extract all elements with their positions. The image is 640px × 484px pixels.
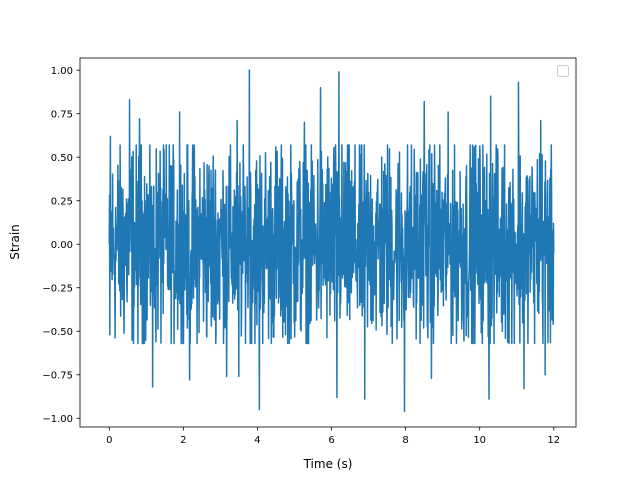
y-tick-label: −0.75 [42, 370, 73, 381]
y-tick-label: 0.75 [51, 109, 73, 120]
y-axis-label: Strain [8, 224, 22, 260]
y-tick-label: −0.25 [42, 283, 73, 294]
plot-layer [108, 69, 555, 413]
x-tick-label: 2 [180, 435, 186, 446]
x-tick-label: 4 [254, 435, 260, 446]
x-tick-label: 10 [473, 435, 486, 446]
y-tick-label: 0.00 [51, 240, 73, 251]
x-tick-label: 12 [547, 435, 560, 446]
x-tick-label: 0 [106, 435, 112, 446]
y-tick-label: 0.25 [51, 196, 73, 207]
y-tick-label: 0.50 [51, 153, 73, 164]
x-tick-label: 8 [402, 435, 408, 446]
x-tick-label: 6 [328, 435, 334, 446]
x-axis-label: Time (s) [303, 457, 353, 471]
axes-layer: 0 2 4 6 8 10 12 −1.00 −0.75 −0.50 −0.25 0.00 0.25 0.5… [42, 57, 577, 446]
legend-box [557, 65, 569, 77]
plot-frame [79, 57, 577, 428]
y-tick-label: −0.50 [42, 327, 73, 338]
y-tick-label: −1.00 [42, 414, 73, 425]
series-line-0 [108, 69, 555, 413]
y-tick-label: 1.00 [51, 66, 73, 77]
